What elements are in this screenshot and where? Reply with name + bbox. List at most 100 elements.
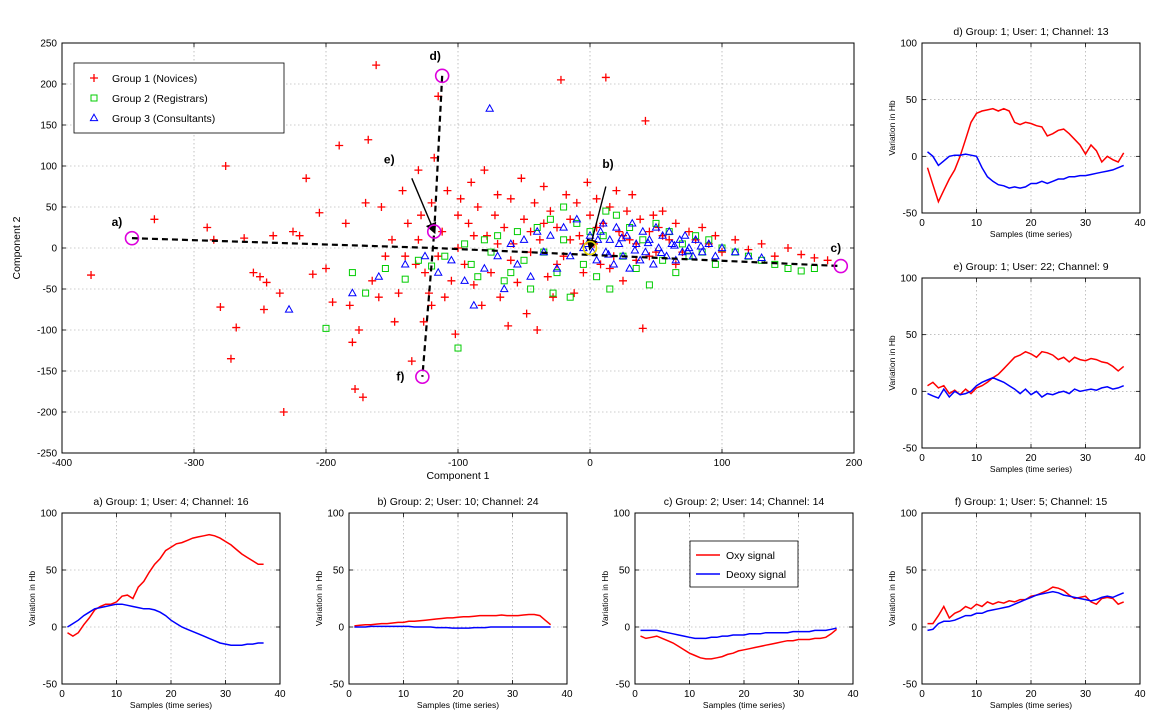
scatter-point-triangle [532,226,542,235]
scatter-point-plus [506,256,515,265]
y-tick-label: 50 [906,95,918,106]
scatter-point-square [771,260,779,268]
scatter-point-plus [368,276,377,285]
plot-frame [348,512,568,685]
y-tick-label: 150 [40,121,57,132]
scatter-point-triangle [433,267,443,276]
scatter-point-plus [440,293,449,302]
x-tick-label: 40 [1134,218,1146,229]
scatter-point-plus [328,298,337,307]
scatter-point-plus [480,166,489,175]
x-tick-label: 10 [398,689,410,700]
scatter-point-triangle [696,241,706,250]
scatter-point-plus [658,207,667,216]
scatter-point-triangle [400,259,410,268]
scatter-point-square [672,269,680,277]
y-tick-label: 0 [911,387,917,398]
series-line [354,625,551,629]
legend: Oxy signal Deoxy signal [689,540,799,588]
scatter-point-triangle [704,239,714,247]
scatter-point-plus [575,231,584,240]
scatter-point-plus [601,73,610,82]
scatter-point-square [533,224,541,231]
highlight-label: a) [112,215,123,229]
y-tick-label: -50 [330,680,345,691]
scatter-point-square [401,275,409,283]
scatter-point-triangle [617,233,627,242]
x-tick-label: 20 [1025,218,1037,229]
highlight-circle [833,258,849,274]
scatter-point-plus [438,227,447,236]
scatter-point-plus [295,231,304,240]
x-tick-label: 0 [346,689,352,700]
x-tick-label: 10 [684,689,696,700]
scatter-point-plus [605,264,614,273]
scatter-point-square [599,232,607,240]
scatter-point-square [467,260,475,268]
scatter-point-plus [289,227,297,236]
scatter-point-plus [355,326,363,334]
series-line [927,376,1124,400]
scatter-point-triangle [609,259,619,268]
y-axis-label: Variation in Hb [314,571,324,626]
scatter-point-triangle [670,240,679,249]
x-tick-label: 0 [587,458,593,469]
scatter-point-plus [473,203,482,211]
highlight-circle [582,240,598,256]
legend-entry: Deoxy signal [726,569,786,581]
scatter-point-square [797,267,805,275]
scatter-point-triangle [598,218,608,227]
scatter-point-plus [556,75,565,84]
scatter-point-plus [579,268,588,277]
scatter-point-triangle [374,271,384,280]
chart-title: c) Group: 2; User: 14; Channel: 14 [664,496,825,508]
scatter-point-triangle [493,251,503,260]
x-tick-label: 40 [561,689,573,700]
x-tick-label: 0 [919,453,925,464]
legend-entry: Group 2 (Registrars) [112,93,208,105]
scatter-point-plus [460,260,469,269]
scatter-point-triangle [469,300,479,309]
x-tick-label: 30 [507,689,519,700]
annotation-dashed-line [421,75,444,377]
scatter-point-plus [797,250,806,259]
scatter-point-square [527,285,535,293]
scatter-point-plus [372,61,381,70]
scatter-point-plus [315,208,324,217]
scatter-point-plus [443,186,452,195]
scatter-point-plus [477,301,486,310]
scatter-point-triangle [677,247,687,256]
scatter-point-square [632,265,640,272]
series-line [927,590,1124,632]
plot-frame [921,42,1141,214]
scatter-point-plus [645,227,654,236]
y-axis-label: Variation in Hb [600,571,610,626]
scatter-point-plus [467,178,476,187]
y-tick-label: 0 [911,152,917,163]
scatter-point-triangle [675,234,685,243]
scatter-point-triangle [730,247,740,256]
scatter-point-square [810,265,818,272]
x-tick-label: 30 [1080,218,1092,229]
y-tick-label: 0 [51,244,57,255]
scatter-point-plus [262,278,271,287]
plot-frame [921,277,1141,449]
scatter-point-plus [757,239,766,248]
scatter-point-plus [417,211,426,220]
y-tick-label: -50 [43,285,58,296]
scatter-point-square [507,269,515,277]
scatter-point-plus [90,74,98,82]
chart-title: a) Group: 1; User: 4; Channel: 16 [93,496,248,508]
scatter-point-triangle [479,263,489,272]
scatter-point-triangle [605,234,615,243]
scatter-point-square [513,228,521,236]
scatter-point-triangle [420,251,430,260]
series-line [640,628,838,660]
scatter-point-plus [596,260,605,269]
scatter-point-plus [348,338,357,347]
scatter-point-square [692,232,700,240]
scatter-point-plus [496,293,505,302]
scatter-point-plus [150,215,159,224]
